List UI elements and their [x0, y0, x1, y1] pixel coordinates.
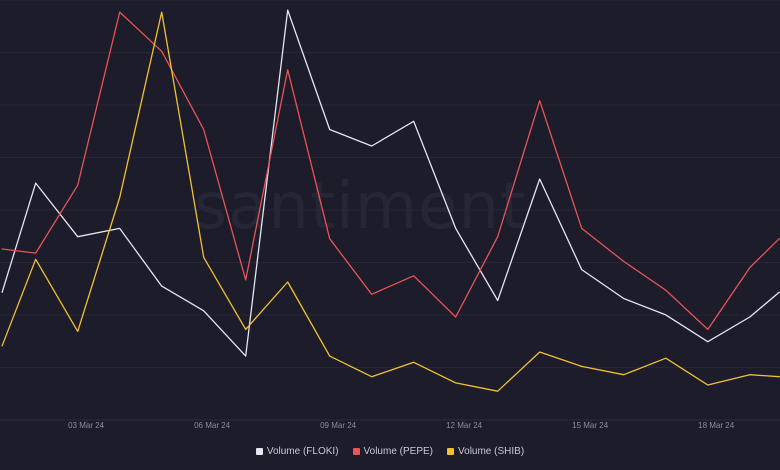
- legend-label: Volume (FLOKI): [266, 446, 339, 457]
- santiment-watermark: santiment: [194, 170, 526, 244]
- x-tick-label: 15 Mar 24: [572, 421, 609, 430]
- legend-label: Volume (PEPE): [363, 446, 434, 457]
- series-line-volume-shib: [1, 11, 780, 392]
- legend-swatch: [447, 448, 455, 455]
- chart-grid: [0, 0, 780, 368]
- series-line-volume-floki: [1, 9, 780, 357]
- legend-swatch: [255, 448, 263, 455]
- chart-legend: Volume (FLOKI) Volume (PEPE) Volume (SHIB): [0, 446, 780, 457]
- x-tick-label: 18 Mar 24: [698, 421, 735, 430]
- series-lines: [1, 9, 780, 392]
- legend-swatch: [352, 448, 360, 455]
- x-tick-label: 06 Mar 24: [194, 421, 231, 430]
- x-tick-label: 12 Mar 24: [446, 421, 483, 430]
- x-axis-ticks: 03 Mar 24 06 Mar 24 09 Mar 24 12 Mar 24 15 M…: [68, 420, 735, 430]
- series-line-volume-pepe: [1, 11, 780, 331]
- x-tick-label: 03 Mar 24: [68, 421, 105, 430]
- legend-item-volume-floki: Volume (FLOKI): [255, 446, 339, 457]
- legend-item-volume-shib: Volume (SHIB): [447, 446, 524, 457]
- legend-label: Volume (SHIB): [458, 446, 525, 457]
- legend-item-volume-pepe: Volume (PEPE): [352, 446, 434, 457]
- x-tick-label: 09 Mar 24: [320, 421, 357, 430]
